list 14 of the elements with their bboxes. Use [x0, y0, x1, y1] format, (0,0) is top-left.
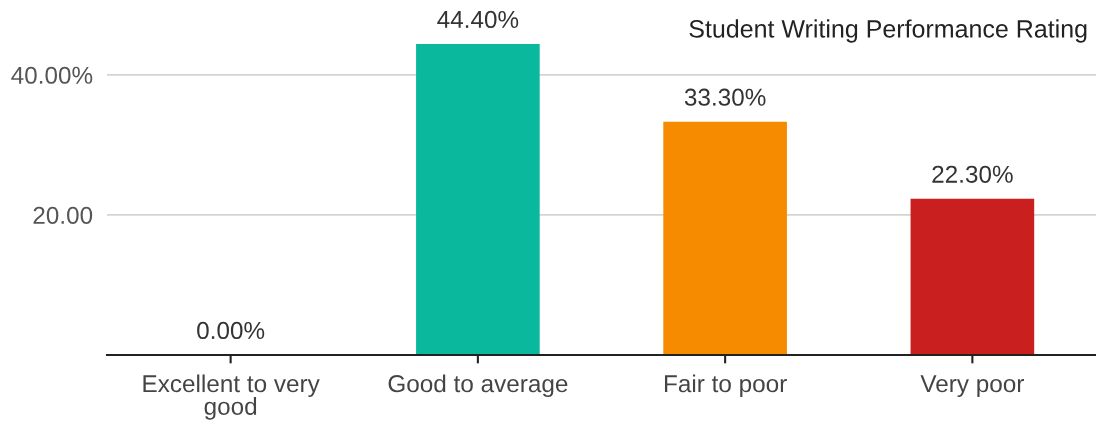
data-label: 44.40% [437, 10, 519, 29]
bar [910, 198, 1035, 355]
chart-title: Student Writing Performance Rating [689, 19, 1087, 43]
bar [663, 121, 787, 355]
x-tick-label: Fair to poor [664, 374, 787, 398]
y-tick-label: 20.00 [33, 206, 93, 224]
x-tick-label: Excellent to very good [143, 374, 320, 420]
x-tick-label: Good to average [388, 374, 568, 398]
bar [416, 44, 540, 355]
data-label: 0.00% [197, 321, 265, 340]
data-label: 33.30% [684, 88, 766, 106]
x-tick-label: Very poor [920, 375, 1024, 398]
data-label: 22.30% [932, 165, 1013, 183]
y-tick-label: 40.00% [11, 66, 93, 84]
